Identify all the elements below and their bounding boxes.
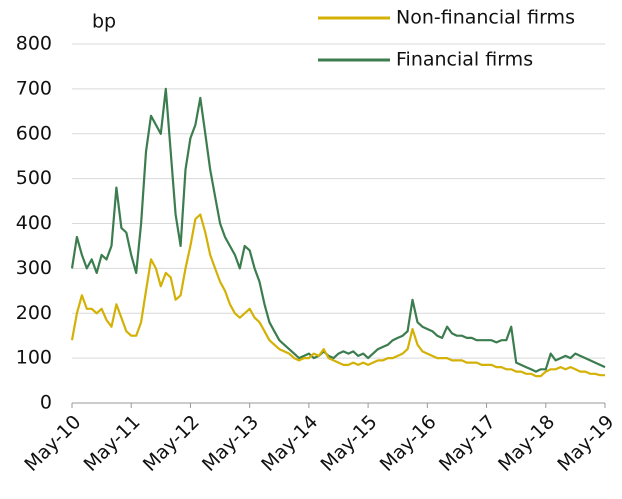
x-tick-label: May-13 — [198, 411, 263, 476]
x-tick-label: May-12 — [139, 411, 204, 476]
y-tick-label: 300 — [16, 257, 52, 279]
series-line — [70, 87, 606, 373]
x-tick-label: May-14 — [257, 411, 322, 476]
x-tick-label: May-19 — [553, 411, 618, 476]
y-tick-label: 700 — [16, 77, 52, 99]
y-tick-label: 500 — [16, 167, 52, 189]
x-tick-label: May-10 — [20, 411, 85, 476]
y-tick-label: 800 — [16, 33, 52, 55]
x-tick-label: May-11 — [80, 411, 145, 476]
legend-label: Non-financial firms — [396, 7, 575, 29]
x-tick-label: May-18 — [494, 411, 559, 476]
series-line — [70, 213, 605, 378]
y-tick-label: 200 — [16, 302, 52, 324]
y-tick-label: 100 — [16, 347, 52, 369]
y-tick-label: 400 — [16, 212, 52, 234]
y-tick-label: 0 — [40, 392, 52, 414]
x-tick-label: May-15 — [316, 411, 381, 476]
x-tick-label: May-17 — [435, 411, 500, 476]
y-unit-label: bp — [92, 11, 116, 33]
x-tick-label: May-16 — [376, 411, 441, 476]
legend-label: Financial firms — [396, 49, 533, 71]
y-tick-label: 600 — [16, 122, 52, 144]
